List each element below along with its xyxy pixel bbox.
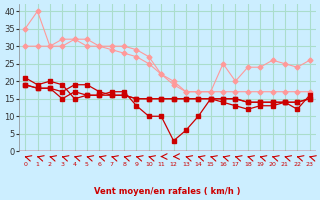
X-axis label: Vent moyen/en rafales ( km/h ): Vent moyen/en rafales ( km/h ): [94, 187, 241, 196]
